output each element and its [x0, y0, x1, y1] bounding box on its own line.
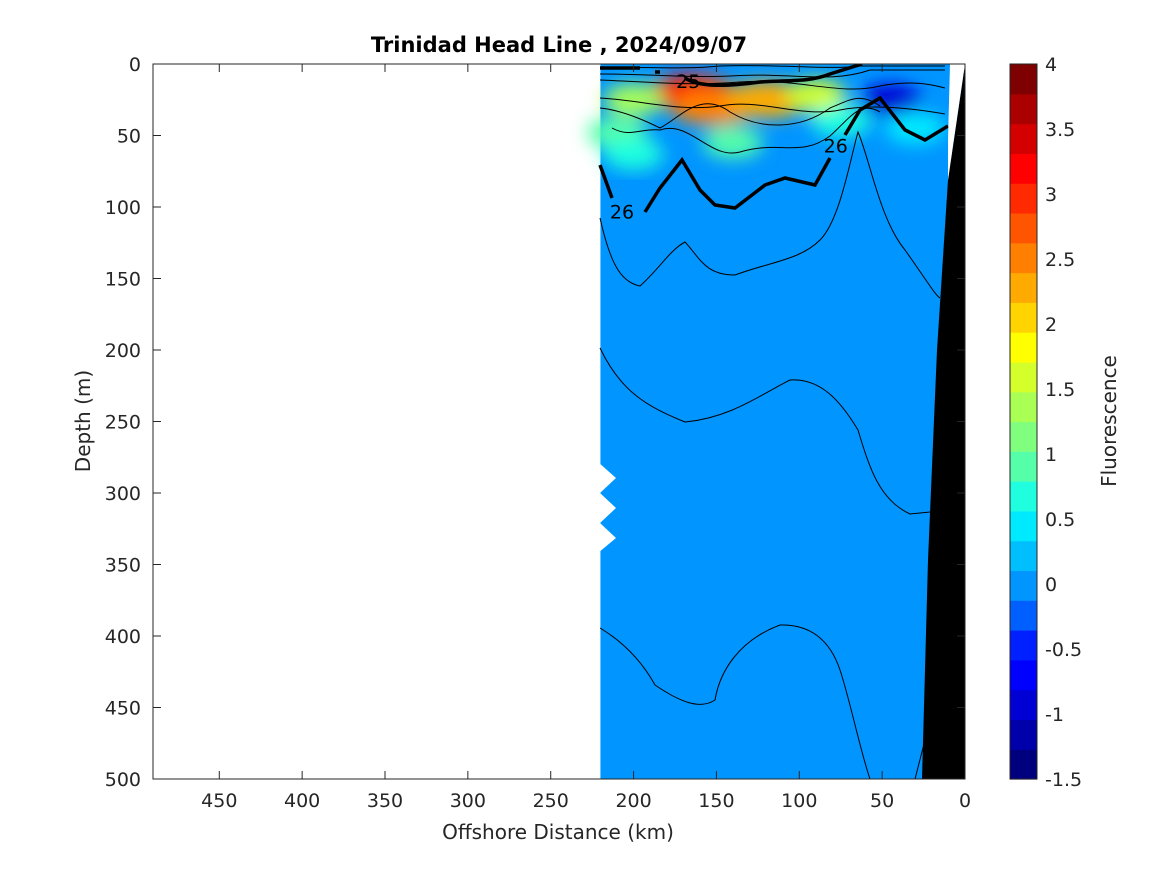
contour-line — [599, 347, 931, 515]
y-axis-label: Depth (m) — [71, 370, 95, 472]
no-data-wedge — [948, 64, 965, 180]
y-tick-label: 350 — [105, 555, 141, 577]
contour-line — [599, 79, 946, 90]
seafloor — [922, 64, 965, 779]
colorbar-tick-label: 4 — [1045, 54, 1057, 76]
y-tick-label: 250 — [105, 412, 141, 434]
x-axis: 450 400 350 300 250 200 150 100 50 0 — [201, 64, 971, 812]
colorbar-segment — [1010, 361, 1037, 393]
colorbar-segment — [1010, 123, 1037, 154]
y-tick-label: 50 — [117, 126, 141, 148]
colorbar-segment — [1010, 421, 1037, 452]
colorbar-tick-label: 2.5 — [1045, 249, 1075, 271]
labeled-contours — [598, 64, 949, 213]
contour-label: 26 — [824, 136, 848, 158]
y-tick-label: 500 — [105, 769, 141, 791]
colorbar-segment — [1010, 540, 1037, 572]
heatmap-cell — [810, 105, 871, 138]
y-tick-label: 150 — [105, 269, 141, 291]
x-tick-label: 150 — [698, 790, 734, 812]
x-tick-label: 300 — [450, 790, 486, 812]
colorbar-segment — [1010, 749, 1037, 780]
x-tick-label: 100 — [781, 790, 817, 812]
x-tick-label: 450 — [201, 790, 237, 812]
contour-line — [599, 69, 945, 78]
colorbar-ticks: 4 3.5 3 2.5 2 1.5 1 0.5 0 -0.5 -1 -1.5 — [1045, 54, 1082, 791]
contour-26-line — [598, 95, 949, 213]
chart-title: Trinidad Head Line , 2024/09/07 — [371, 33, 747, 57]
heatmap-cell — [860, 83, 921, 116]
contour-line — [599, 130, 941, 299]
colorbar-segment — [1010, 719, 1037, 750]
x-tick-label: 350 — [367, 790, 403, 812]
colorbar-segment — [1010, 600, 1037, 631]
colorbar — [1010, 64, 1037, 780]
colorbar-tick-label: -1 — [1045, 704, 1064, 726]
colorbar-segment — [1010, 272, 1037, 303]
colorbar-segment — [1010, 242, 1037, 274]
y-tick-label: 450 — [105, 698, 141, 720]
heatmap-background — [600, 64, 965, 779]
colorbar-segment — [1010, 659, 1037, 691]
heatmap-cell — [603, 83, 664, 116]
x-tick-label: 250 — [533, 790, 569, 812]
y-axis: 0 50 100 150 200 250 300 350 400 450 500 — [105, 54, 965, 791]
colorbar-segment — [1010, 332, 1037, 363]
contour-labels: 25 26 26 — [610, 71, 848, 223]
colorbar-tick-label: -1.5 — [1045, 769, 1082, 791]
x-axis-label: Offshore Distance (km) — [442, 820, 674, 844]
contour-label: 25 — [676, 71, 700, 93]
colorbar-tick-label: 1 — [1045, 444, 1057, 466]
offshore-gap-notch — [598, 462, 616, 553]
colorbar-segment — [1010, 570, 1037, 601]
contour-line — [599, 97, 881, 129]
colorbar-tick-label: -0.5 — [1045, 639, 1082, 661]
contour-label: 26 — [610, 201, 634, 223]
x-tick-label: 0 — [959, 790, 971, 812]
colorbar-segment — [1010, 481, 1037, 512]
x-tick-label: 200 — [615, 790, 651, 812]
colorbar-label: Fluorescence — [1097, 355, 1121, 487]
y-tick-label: 200 — [105, 340, 141, 362]
contour-line — [599, 624, 871, 779]
y-tick-label: 100 — [105, 197, 141, 219]
colorbar-segment — [1010, 451, 1037, 482]
colorbar-tick-label: 0 — [1045, 574, 1057, 596]
colorbar-segment — [1010, 93, 1037, 125]
contour-line — [611, 107, 881, 154]
colorbar-segment — [1010, 391, 1037, 423]
heatmap-cell — [603, 138, 664, 171]
heatmap-cell — [703, 126, 763, 159]
colorbar-tick-label: 2 — [1045, 314, 1057, 336]
colorbar-tick-label: 1.5 — [1045, 379, 1075, 401]
colorbar-segment — [1010, 630, 1037, 661]
colorbar-tick-label: 3 — [1045, 184, 1057, 206]
colorbar-segment — [1010, 689, 1037, 721]
x-tick-label: 50 — [870, 790, 894, 812]
y-tick-label: 0 — [129, 54, 141, 76]
y-tick-label: 300 — [105, 483, 141, 505]
fluorescence-field — [587, 64, 965, 779]
colorbar-segment — [1010, 302, 1037, 333]
colorbar-segment — [1010, 153, 1037, 184]
colorbar-segment — [1010, 510, 1037, 542]
y-tick-label: 400 — [105, 626, 141, 648]
colorbar-tick-label: 3.5 — [1045, 119, 1075, 141]
colorbar-segment — [1010, 64, 1037, 95]
colorbar-tick-label: 0.5 — [1045, 509, 1075, 531]
colorbar-segment — [1010, 183, 1037, 214]
colorbar-segment — [1010, 212, 1037, 244]
colorbar-box — [1009, 63, 1038, 780]
x-tick-label: 400 — [284, 790, 320, 812]
